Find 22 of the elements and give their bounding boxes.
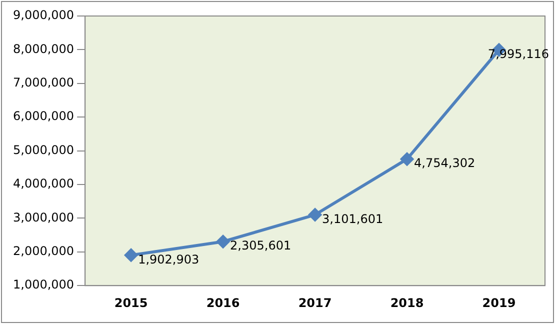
y-tick-label: 7,000,000 (12, 76, 74, 90)
point (400, 152, 414, 166)
y-tick-label: 4,000,000 (12, 176, 74, 191)
data-label: 1,902,903 (138, 252, 200, 266)
y-tick-label: 5,000,000 (12, 142, 74, 157)
point (308, 208, 322, 222)
y-tick-label: 8,000,000 (12, 42, 74, 56)
point (216, 235, 230, 248)
y-tick-label: 9,000,000 (12, 8, 74, 22)
data-label: 2,305,601 (230, 238, 292, 253)
y-tick-label: 3,000,000 (12, 210, 74, 224)
data-label: 3,101,601 (322, 212, 384, 226)
y-tick-label: 1,000,000 (12, 278, 74, 292)
x-tick-label: 2018 (390, 296, 424, 310)
x-tick-label: 2017 (298, 296, 332, 310)
y-tick-label: 6,000,000 (12, 109, 74, 124)
x-tick-label: 2016 (206, 296, 240, 310)
y-tick-label: 2,000,000 (12, 244, 74, 258)
x-tick-label: 2019 (482, 296, 516, 310)
data-label: 4,754,302 (414, 156, 476, 170)
point (124, 248, 138, 262)
x-tick-label: 2015 (114, 296, 148, 310)
